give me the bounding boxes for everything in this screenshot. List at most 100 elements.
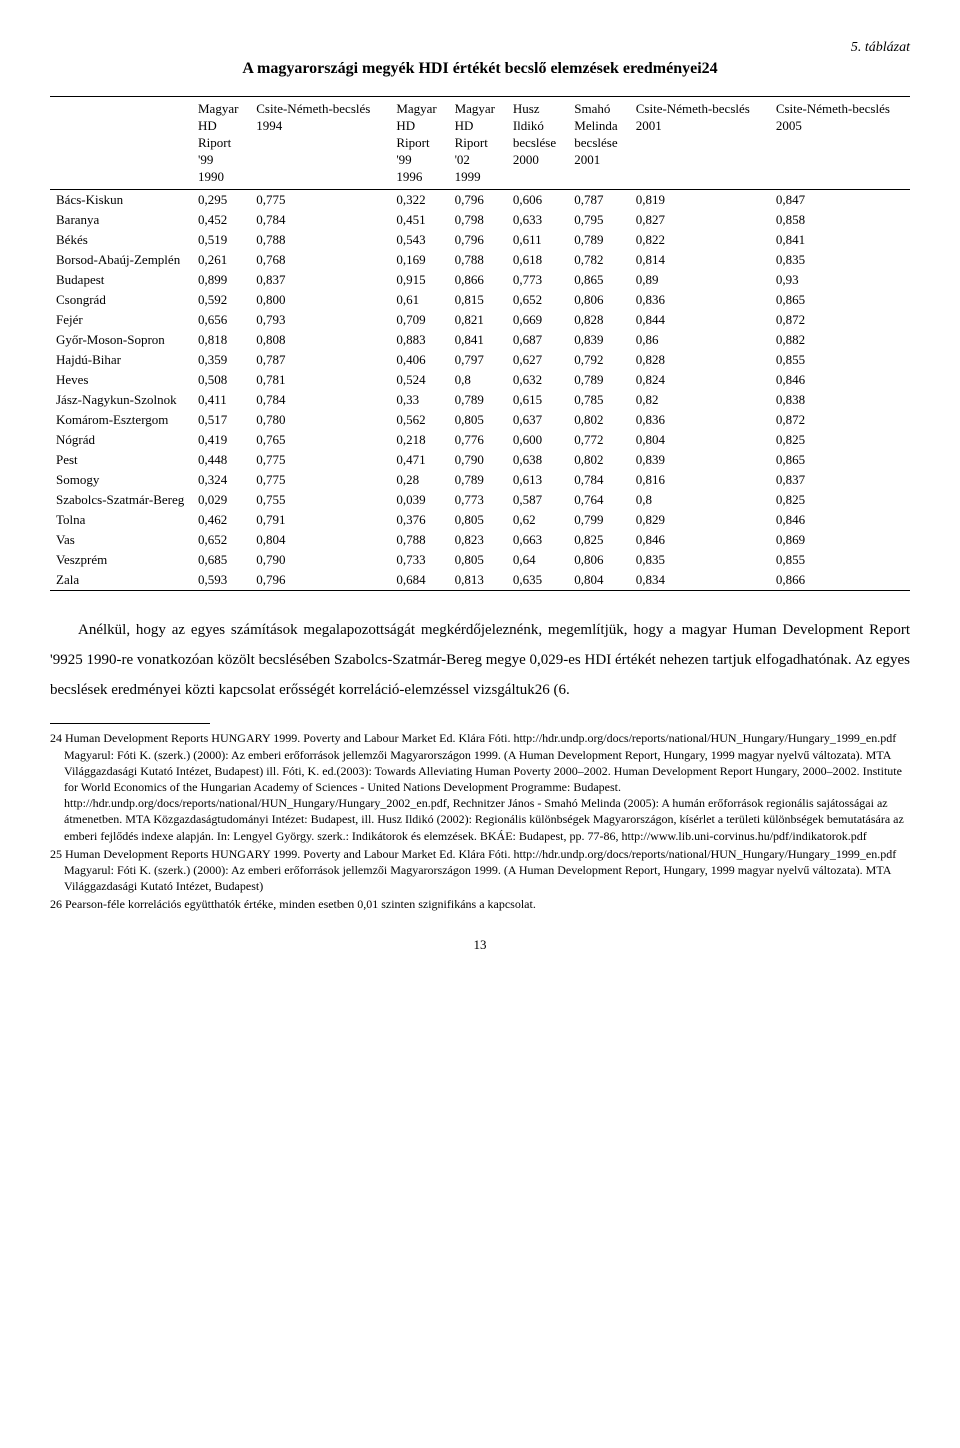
value-cell: 0,169 (390, 250, 448, 270)
value-cell: 0,858 (770, 210, 910, 230)
county-cell: Hajdú-Bihar (50, 350, 192, 370)
value-cell: 0,839 (568, 330, 629, 350)
value-cell: 0,600 (507, 430, 568, 450)
value-cell: 0,685 (192, 550, 250, 570)
value-cell: 0,788 (449, 250, 507, 270)
value-cell: 0,846 (770, 370, 910, 390)
county-cell: Nógrád (50, 430, 192, 450)
value-cell: 0,613 (507, 470, 568, 490)
county-cell: Heves (50, 370, 192, 390)
value-cell: 0,627 (507, 350, 568, 370)
value-cell: 0,261 (192, 250, 250, 270)
value-cell: 0,797 (449, 350, 507, 370)
county-cell: Fejér (50, 310, 192, 330)
table-body: Bács-Kiskun0,2950,7750,3220,7960,6060,78… (50, 190, 910, 591)
value-cell: 0,376 (390, 510, 448, 530)
value-cell: 0,829 (630, 510, 770, 530)
value-cell: 0,462 (192, 510, 250, 530)
value-cell: 0,419 (192, 430, 250, 450)
value-cell: 0,89 (630, 270, 770, 290)
value-cell: 0,866 (770, 570, 910, 591)
value-cell: 0,846 (630, 530, 770, 550)
value-cell: 0,593 (192, 570, 250, 591)
value-cell: 0,836 (630, 410, 770, 430)
value-cell: 0,587 (507, 490, 568, 510)
county-cell: Győr-Moson-Sopron (50, 330, 192, 350)
value-cell: 0,796 (449, 230, 507, 250)
value-cell: 0,765 (250, 430, 390, 450)
value-cell: 0,61 (390, 290, 448, 310)
county-cell: Pest (50, 450, 192, 470)
value-cell: 0,632 (507, 370, 568, 390)
value-cell: 0,798 (449, 210, 507, 230)
value-cell: 0,808 (250, 330, 390, 350)
hdi-table: MagyarHDRiport'991990Csite-Németh-becslé… (50, 96, 910, 591)
value-cell: 0,872 (770, 410, 910, 430)
value-cell: 0,828 (630, 350, 770, 370)
table-number: 5. táblázat (50, 40, 910, 56)
value-cell: 0,802 (568, 410, 629, 430)
county-cell: Baranya (50, 210, 192, 230)
value-cell: 0,784 (250, 210, 390, 230)
value-cell: 0,796 (250, 570, 390, 591)
table-row: Tolna0,4620,7910,3760,8050,620,7990,8290… (50, 510, 910, 530)
value-cell: 0,818 (192, 330, 250, 350)
value-cell: 0,815 (449, 290, 507, 310)
value-cell: 0,775 (250, 190, 390, 211)
table-row: Budapest0,8990,8370,9150,8660,7730,8650,… (50, 270, 910, 290)
value-cell: 0,295 (192, 190, 250, 211)
table-row: Szabolcs-Szatmár-Bereg0,0290,7550,0390,7… (50, 490, 910, 510)
value-cell: 0,8 (449, 370, 507, 390)
value-cell: 0,471 (390, 450, 448, 470)
value-cell: 0,782 (568, 250, 629, 270)
value-cell: 0,039 (390, 490, 448, 510)
county-cell: Bács-Kiskun (50, 190, 192, 211)
value-cell: 0,562 (390, 410, 448, 430)
value-cell: 0,687 (507, 330, 568, 350)
value-cell: 0,324 (192, 470, 250, 490)
table-row: Heves0,5080,7810,5240,80,6320,7890,8240,… (50, 370, 910, 390)
value-cell: 0,865 (770, 450, 910, 470)
county-cell: Szabolcs-Szatmár-Bereg (50, 490, 192, 510)
value-cell: 0,615 (507, 390, 568, 410)
value-cell: 0,855 (770, 550, 910, 570)
value-cell: 0,804 (630, 430, 770, 450)
value-cell: 0,825 (770, 490, 910, 510)
value-cell: 0,618 (507, 250, 568, 270)
value-cell: 0,792 (568, 350, 629, 370)
value-cell: 0,652 (192, 530, 250, 550)
value-cell: 0,824 (630, 370, 770, 390)
value-cell: 0,837 (770, 470, 910, 490)
value-cell: 0,406 (390, 350, 448, 370)
col-header: HuszIldikóbecslése2000 (507, 97, 568, 190)
value-cell: 0,800 (250, 290, 390, 310)
value-cell: 0,772 (568, 430, 629, 450)
footnote: 25 Human Development Reports HUNGARY 199… (50, 846, 910, 895)
footnote: 26 Pearson-féle korrelációs együtthatók … (50, 896, 910, 912)
col-county (50, 97, 192, 190)
value-cell: 0,86 (630, 330, 770, 350)
value-cell: 0,814 (630, 250, 770, 270)
value-cell: 0,543 (390, 230, 448, 250)
value-cell: 0,790 (449, 450, 507, 470)
county-cell: Jász-Nagykun-Szolnok (50, 390, 192, 410)
value-cell: 0,828 (568, 310, 629, 330)
value-cell: 0,787 (250, 350, 390, 370)
value-cell: 0,787 (568, 190, 629, 211)
value-cell: 0,805 (449, 550, 507, 570)
value-cell: 0,517 (192, 410, 250, 430)
value-cell: 0,775 (250, 450, 390, 470)
table-title: A magyarországi megyék HDI értékét becsl… (50, 60, 910, 78)
value-cell: 0,788 (390, 530, 448, 550)
page-number: 13 (50, 937, 910, 953)
table-row: Győr-Moson-Sopron0,8180,8080,8830,8410,6… (50, 330, 910, 350)
value-cell: 0,218 (390, 430, 448, 450)
value-cell: 0,322 (390, 190, 448, 211)
value-cell: 0,802 (568, 450, 629, 470)
value-cell: 0,806 (568, 550, 629, 570)
value-cell: 0,789 (449, 390, 507, 410)
value-cell: 0,82 (630, 390, 770, 410)
value-cell: 0,709 (390, 310, 448, 330)
value-cell: 0,448 (192, 450, 250, 470)
value-cell: 0,789 (449, 470, 507, 490)
